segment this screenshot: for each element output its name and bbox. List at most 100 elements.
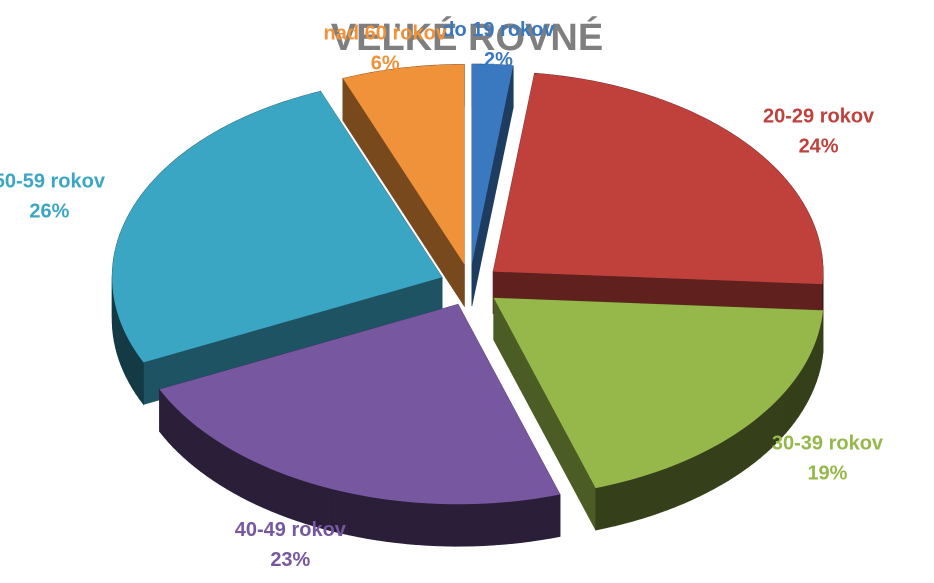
slice-side <box>263 465 273 512</box>
slice-side <box>219 442 227 490</box>
data-label-name: nad 60 rokov <box>324 23 448 45</box>
slice-side <box>358 494 369 540</box>
slice-top <box>112 91 443 363</box>
slice-side <box>396 500 407 545</box>
slice-side <box>760 410 767 459</box>
data-label-name: 40-49 rokov <box>235 519 347 541</box>
slice-side <box>522 498 533 543</box>
slice <box>471 63 514 307</box>
slice-side <box>595 485 606 531</box>
data-label-value: 23% <box>270 549 310 571</box>
slice-side <box>698 450 708 497</box>
slice-side <box>200 428 208 477</box>
data-label-value: 26% <box>29 201 69 223</box>
slice-side <box>279 472 289 519</box>
slice-side <box>802 361 807 412</box>
data-label-value: 24% <box>799 136 839 158</box>
slice-side <box>342 77 465 308</box>
slice-side <box>167 399 174 448</box>
slice-side <box>434 503 446 547</box>
slice-side <box>813 339 817 388</box>
slice-top <box>342 64 465 265</box>
slice-side <box>735 429 743 477</box>
data-label-name: do 19 rokov <box>442 19 555 41</box>
slice-side <box>255 461 265 509</box>
slice-side <box>613 481 624 527</box>
slice-side <box>713 442 722 490</box>
slice-side <box>512 500 523 544</box>
slice-side <box>349 492 360 538</box>
slice-side <box>808 351 812 400</box>
slice-top <box>159 304 561 505</box>
slice-top <box>493 73 824 285</box>
slice-side <box>233 450 242 498</box>
slice-side <box>658 467 668 514</box>
chart-title: VEĽKÉ ROVNÉ <box>331 15 603 59</box>
slice-side <box>172 404 179 453</box>
slice-side <box>128 339 133 390</box>
slice-side <box>287 475 297 522</box>
slice-side <box>541 495 552 541</box>
slice-side <box>691 453 700 501</box>
data-label-value: 2% <box>484 49 513 71</box>
slice-side <box>683 457 692 504</box>
slice-side <box>531 497 542 542</box>
slice-side <box>125 334 130 383</box>
slice-side <box>188 419 195 468</box>
data-label-value: 19% <box>807 463 847 485</box>
slice-side <box>206 433 214 481</box>
slice <box>493 297 824 531</box>
slice-side <box>790 378 796 428</box>
slice-side <box>464 503 475 547</box>
slice-side <box>444 503 455 547</box>
slice-side <box>675 461 684 508</box>
slice-side <box>666 464 676 511</box>
slice <box>342 64 465 308</box>
slice-side <box>493 502 504 546</box>
slice-side <box>781 389 787 439</box>
slice-side <box>483 502 494 546</box>
slice-side <box>183 414 190 463</box>
slice-side <box>473 503 485 547</box>
slice-side <box>550 494 561 539</box>
slice-side <box>386 499 397 544</box>
slice-side <box>706 446 715 494</box>
slice-side <box>405 501 417 545</box>
slice-side <box>367 496 378 541</box>
data-label-name: 20-29 rokov <box>763 106 875 128</box>
slice-side <box>811 345 815 394</box>
slice-side <box>454 503 465 547</box>
slice-side <box>159 388 165 438</box>
slice-side <box>248 458 257 505</box>
slice-side <box>748 419 755 468</box>
slice-side <box>805 357 810 406</box>
slice-side <box>640 473 651 520</box>
slice-side <box>212 437 221 486</box>
slice-side <box>786 384 792 434</box>
slice-side <box>632 476 642 522</box>
data-label-name: 30-39 rokov <box>772 433 884 455</box>
slice-side <box>623 478 633 525</box>
slice-side <box>798 367 803 418</box>
slice-side <box>194 424 201 472</box>
slice-side <box>123 328 127 377</box>
slice-side <box>649 470 659 517</box>
slice-side <box>131 344 136 395</box>
slice-side <box>425 502 436 547</box>
slice-side <box>226 446 235 494</box>
slice-side <box>741 424 749 473</box>
slice-side <box>139 356 144 406</box>
slice-side <box>794 373 800 423</box>
slice-side <box>135 350 140 400</box>
slice-side <box>271 468 281 516</box>
slice-side <box>118 317 122 366</box>
slice <box>159 303 561 547</box>
slice-side <box>240 454 249 502</box>
slice-side <box>502 501 514 545</box>
slice-side <box>728 433 736 481</box>
slice-side <box>471 65 514 307</box>
slice-side <box>765 405 772 454</box>
data-label-value: 6% <box>371 53 400 75</box>
slice-side <box>721 437 729 486</box>
